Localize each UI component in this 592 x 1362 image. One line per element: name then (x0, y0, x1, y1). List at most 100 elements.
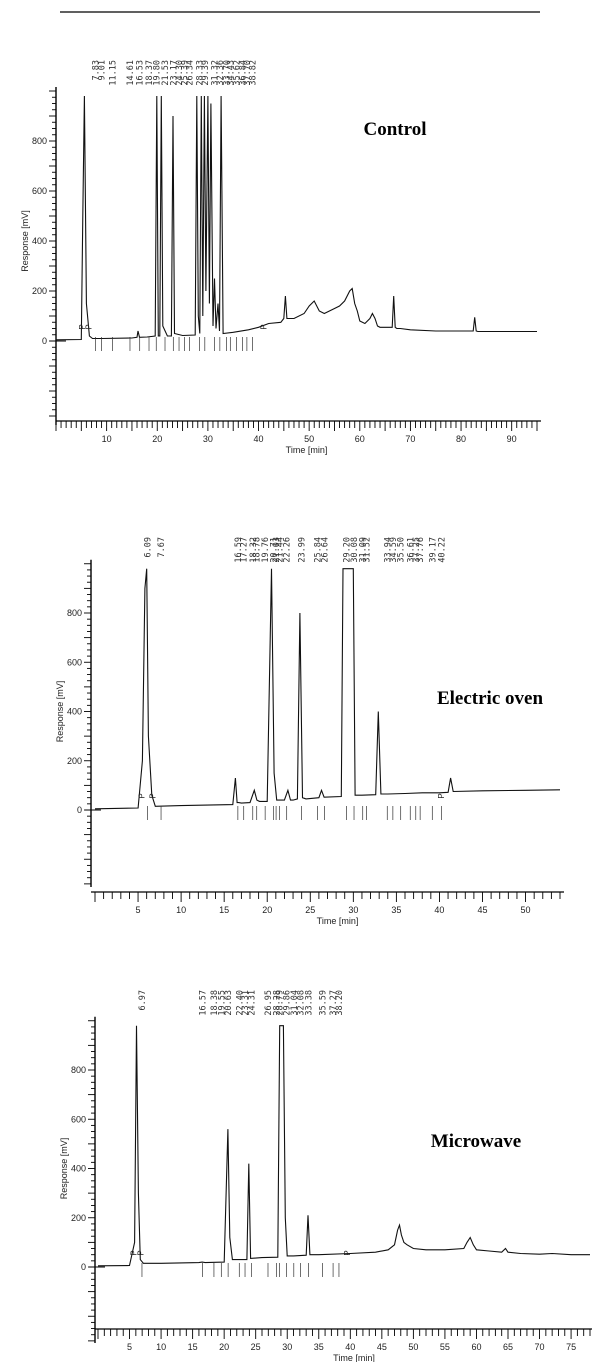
peak-label: 31.52 (362, 537, 372, 563)
peak-label: 30.08 (350, 537, 360, 563)
peak-label: 18.37 (145, 60, 155, 86)
peak-label: 28.79 (276, 990, 286, 1016)
peak-label: 35.50 (397, 537, 407, 563)
peak-label: 21.44 (276, 537, 286, 563)
peak-label: 33.70 (223, 60, 233, 86)
peak-label: 14.61 (126, 60, 136, 86)
trace-line-1 (97, 1025, 590, 1267)
y-tick-label: 600 (67, 657, 82, 667)
peak-label: 34.43 (226, 60, 236, 86)
x-tick-label: 25 (305, 905, 315, 915)
y-tick-label: 200 (67, 756, 82, 766)
peak-label: 26.95 (264, 990, 274, 1016)
integration-marker: P (260, 324, 269, 329)
x-tick-label: 15 (219, 905, 229, 915)
x-tick-label: 50 (408, 1342, 418, 1352)
peak-label: 35.59 (318, 990, 328, 1016)
peak-label: 18.78 (253, 537, 263, 563)
y-tick-label: 400 (32, 236, 47, 246)
peak-label: 21.03 (272, 537, 282, 563)
peak-label: 38.20 (335, 990, 345, 1016)
y-axis-title: Response [mV] (55, 681, 65, 743)
x-axis-title: Time [min] (286, 445, 328, 455)
x-tick-label: 20 (219, 1342, 229, 1352)
x-tick-label: 35 (314, 1342, 324, 1352)
peak-label: 31.09 (359, 537, 369, 563)
integration-marker: P (437, 793, 446, 798)
peak-label: 19.55 (217, 990, 227, 1016)
y-tick-label: 600 (71, 1114, 86, 1124)
x-tick-label: 10 (176, 905, 186, 915)
peak-label: 7.67 (157, 537, 167, 557)
peak-label: 39.17 (428, 537, 438, 563)
panel-title: Microwave (431, 1131, 521, 1152)
peak-label: 22.26 (283, 537, 293, 563)
peak-label: 37.70 (243, 60, 253, 86)
chart-panel-3: 0 200 400 600 800 Response [mV] 5 10 15 20 25 30 35 4… (59, 990, 592, 1362)
y-tick-label: 800 (32, 136, 47, 146)
x-tick-label: 50 (521, 905, 531, 915)
x-tick-label: 40 (254, 434, 264, 444)
trace-line-1 (94, 568, 561, 810)
y-tick-label: 200 (32, 286, 47, 296)
integration-marker: P (343, 1250, 352, 1255)
peak-label: 32.36 (216, 60, 226, 86)
x-tick-label: 5 (127, 1342, 132, 1352)
x-tick-label: 55 (440, 1342, 450, 1352)
y-tick-label: 800 (67, 608, 82, 618)
x-tick-label: 70 (405, 434, 415, 444)
peak-label: 21.53 (161, 60, 171, 86)
y-tick-label: 0 (81, 1262, 86, 1272)
peak-label: 20.71 (269, 537, 279, 563)
y-axis-title: Response [mV] (20, 210, 30, 272)
peak-label: 16.53 (136, 60, 146, 86)
x-tick-label: 70 (535, 1342, 545, 1352)
peak-label: 29.20 (342, 537, 352, 563)
peak-label: 26.34 (185, 60, 195, 86)
peak-label: 38.82 (249, 60, 259, 86)
peak-label: 33.94 (383, 537, 393, 563)
peak-label: 31.32 (211, 60, 221, 86)
x-tick-label: 25 (251, 1342, 261, 1352)
peak-label: 37.27 (329, 990, 339, 1016)
peak-label: 11.15 (108, 60, 118, 86)
x-tick-label: 15 (188, 1342, 198, 1352)
y-tick-label: 0 (42, 336, 47, 346)
peak-label: 16.57 (199, 990, 209, 1016)
peak-label: 32.08 (296, 990, 306, 1016)
peak-label: 18.32 (249, 537, 259, 563)
trace-line-1 (55, 95, 537, 341)
peak-label: 18.38 (210, 990, 220, 1016)
peak-label: 9.01 (98, 60, 108, 80)
peak-label: 24.31 (247, 990, 257, 1016)
y-tick-label: 800 (71, 1065, 86, 1075)
peak-label: 29.86 (282, 990, 292, 1016)
peak-label: 20.63 (224, 990, 234, 1016)
integration-marker: P (138, 793, 147, 798)
x-tick-label: 75 (566, 1342, 576, 1352)
x-axis-title: Time [min] (333, 1353, 375, 1362)
panel-title: Control (364, 119, 427, 140)
peak-label: 19.80 (152, 60, 162, 86)
peak-label: 28.28 (272, 990, 282, 1016)
x-tick-label: 5 (136, 905, 141, 915)
y-tick-label: 200 (71, 1213, 86, 1223)
peak-label: 16.59 (234, 537, 244, 563)
x-tick-label: 60 (355, 434, 365, 444)
integration-marker: P (84, 324, 93, 329)
peak-label: 24.30 (175, 60, 185, 86)
y-tick-label: 400 (67, 707, 82, 717)
peak-label: 23.99 (298, 537, 308, 563)
peak-label: 7.83 (92, 60, 102, 80)
peak-label: 26.64 (320, 537, 330, 563)
integration-marker: P (78, 324, 87, 329)
peak-label: 6.09 (143, 537, 153, 557)
panel-title: Electric oven (437, 688, 543, 709)
x-tick-label: 20 (152, 434, 162, 444)
x-tick-label: 50 (304, 434, 314, 444)
x-tick-label: 65 (503, 1342, 513, 1352)
peak-label: 40.22 (437, 537, 447, 563)
x-tick-label: 45 (377, 1342, 387, 1352)
x-tick-label: 20 (262, 905, 272, 915)
